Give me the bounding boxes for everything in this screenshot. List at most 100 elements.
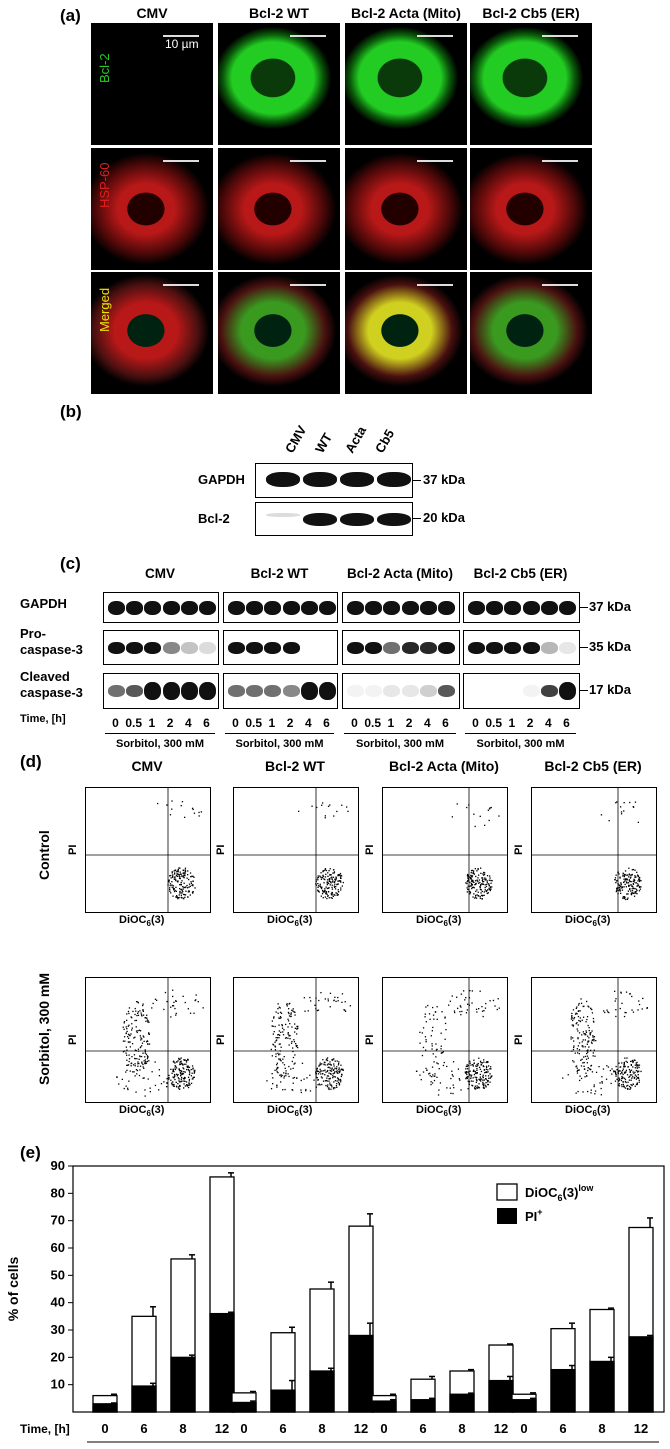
blot-box xyxy=(103,673,219,709)
micrograph xyxy=(470,148,592,270)
x-axis-label: DiOC6(3) xyxy=(267,914,313,929)
blot-band xyxy=(282,641,300,654)
blot-band xyxy=(438,600,455,615)
blot-band xyxy=(504,600,522,615)
bar-pi-positive xyxy=(92,1403,118,1413)
x-tick-label: 8 xyxy=(318,1421,325,1436)
blot-band xyxy=(282,685,300,697)
panel-c-group-header: Bcl-2 WT xyxy=(250,566,309,581)
group-label: CMV xyxy=(148,1446,180,1449)
bar-pi-positive xyxy=(209,1312,235,1413)
y-tick-label: 70 xyxy=(51,1213,65,1228)
group-label: Bcl-2 Acta (Mito) xyxy=(388,1446,498,1449)
x-tick-label: 6 xyxy=(559,1421,566,1436)
micrograph xyxy=(345,272,467,394)
bar-pi-positive xyxy=(309,1370,335,1413)
flow-cytometry-plot xyxy=(382,977,508,1103)
blot-band xyxy=(559,682,576,700)
blot-band xyxy=(319,682,336,700)
y-axis-label: PI xyxy=(215,844,227,855)
blot-band xyxy=(266,472,300,487)
time-value: 2 xyxy=(166,716,174,730)
blot-box xyxy=(223,592,338,623)
bar-pi-positive xyxy=(589,1360,615,1413)
flow-cytometry-plot xyxy=(233,977,359,1103)
y-axis-label: PI xyxy=(364,1034,376,1045)
panel-b-label: (b) xyxy=(60,402,82,421)
time-value: 0.5 xyxy=(364,716,382,730)
blot-band xyxy=(144,641,162,654)
blot-band xyxy=(468,600,485,615)
blot-box xyxy=(463,592,580,623)
legend-label-dioc: DiOC6(3)low xyxy=(525,1183,594,1203)
panel-d-column-header: Bcl-2 WT xyxy=(265,758,325,774)
panel-d-row-label: Control xyxy=(36,830,52,880)
y-tick-label: 40 xyxy=(51,1295,65,1310)
blot-band xyxy=(266,513,300,517)
scale-bar xyxy=(290,284,326,286)
kda-label: 37 kDa xyxy=(589,598,631,614)
bar-pi-positive xyxy=(628,1336,654,1413)
blot-band xyxy=(126,600,144,615)
x-tick-label: 8 xyxy=(179,1421,186,1436)
blot-band xyxy=(180,641,198,654)
x-tick-label: 8 xyxy=(458,1421,465,1436)
x-tick-label: 0 xyxy=(520,1421,527,1436)
panel-a-column-header: Bcl-2 WT xyxy=(249,5,309,21)
bar-pi-positive xyxy=(270,1389,296,1413)
time-value: 4 xyxy=(304,716,312,730)
blot-band xyxy=(199,641,216,654)
scale-bar xyxy=(163,284,199,286)
time-value: 4 xyxy=(423,716,431,730)
y-tick-label: 30 xyxy=(51,1322,65,1337)
blot-band xyxy=(522,685,540,697)
blot-band xyxy=(162,682,180,700)
lane-label: Cb5 xyxy=(372,426,398,456)
x-tick-label: 8 xyxy=(598,1421,605,1436)
x-tick-label: 6 xyxy=(419,1421,426,1436)
blot-band xyxy=(180,600,198,615)
blot-row-label: Pro-caspase-3 xyxy=(20,626,83,657)
y-axis-label: PI xyxy=(513,1034,525,1045)
blot-band xyxy=(383,685,401,697)
micrograph xyxy=(470,23,592,145)
treatment-underline xyxy=(105,733,215,734)
micrograph xyxy=(470,272,592,394)
scale-bar xyxy=(290,160,326,162)
treatment-label: Sorbitol, 300 mM xyxy=(235,738,324,750)
treatment-underline xyxy=(465,733,576,734)
time-label: Time, [h] xyxy=(20,713,66,725)
blot-row-label: Bcl-2 xyxy=(198,511,230,526)
time-value: 6 xyxy=(323,716,330,730)
blot-band xyxy=(303,513,337,526)
scale-bar xyxy=(417,160,453,162)
flow-cytometry-plot xyxy=(382,787,508,913)
x-tick-label: 12 xyxy=(634,1421,648,1436)
bar-pi-positive xyxy=(131,1385,157,1413)
blot-band xyxy=(303,472,337,487)
kda-tick xyxy=(580,646,588,648)
time-value: 6 xyxy=(563,716,570,730)
y-axis-label: PI xyxy=(215,1034,227,1045)
kda-label: 37 kDa xyxy=(423,471,465,487)
blot-box xyxy=(255,463,413,498)
blot-band xyxy=(228,685,245,697)
legend-swatch-pi xyxy=(497,1208,517,1224)
blot-band xyxy=(264,600,282,615)
blot-band xyxy=(126,641,144,654)
lane-label: Acta xyxy=(342,423,370,456)
time-value: 4 xyxy=(184,716,192,730)
blot-band xyxy=(468,641,485,654)
panel-d-column-header: Bcl-2 Acta (Mito) xyxy=(389,758,499,774)
time-value: 0 xyxy=(232,716,239,730)
y-tick-label: 80 xyxy=(51,1185,65,1200)
lane-label: WT xyxy=(312,430,336,456)
time-value: 6 xyxy=(442,716,449,730)
kda-tick xyxy=(580,690,588,691)
blot-band xyxy=(340,513,374,526)
panel-a-column-header: Bcl-2 Cb5 (ER) xyxy=(482,5,580,21)
time-value: 2 xyxy=(526,716,534,730)
time-value: 1 xyxy=(148,716,156,730)
bar-pi-positive xyxy=(170,1356,196,1413)
blot-box xyxy=(223,673,338,709)
